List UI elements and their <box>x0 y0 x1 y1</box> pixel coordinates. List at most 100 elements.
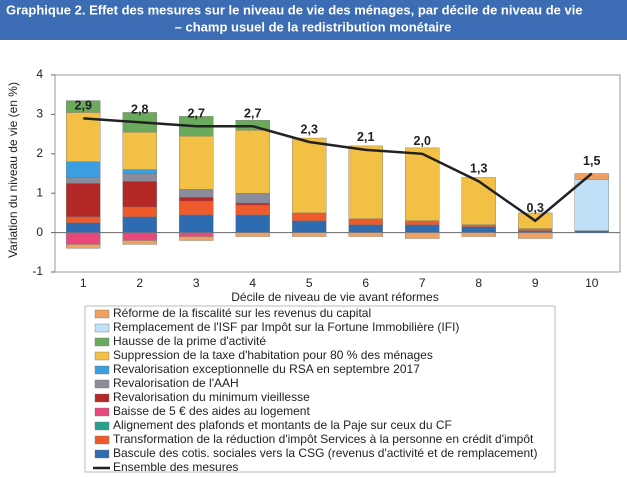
legend-label: Revalorisation du minimum vieillesse <box>113 390 310 404</box>
bar-segment <box>179 214 214 233</box>
legend-swatch <box>94 393 110 403</box>
legend-swatch <box>94 351 110 361</box>
data-label: 2,3 <box>301 122 318 136</box>
bar-segment <box>66 216 101 223</box>
bar-segment <box>179 232 214 237</box>
chart-title: Graphique 2. Effet des mesures sur le ni… <box>6 2 583 17</box>
bar-segment <box>122 169 157 174</box>
bar-segment <box>461 224 496 227</box>
bar-segment <box>348 145 383 220</box>
y-axis-label: Variation du niveau de vie (en %) <box>6 82 20 258</box>
bar-segment <box>518 228 553 231</box>
legend-label: Ensemble des mesures <box>113 460 238 474</box>
data-label: 2,1 <box>357 130 374 144</box>
y-tick-label: 4 <box>36 67 43 81</box>
x-tick-label: 7 <box>419 276 426 290</box>
total-line <box>83 117 593 223</box>
chart-subtitle: – champ usuel de la redistribution monét… <box>175 19 452 34</box>
legend-label: Transformation de la réduction d'impôt S… <box>113 432 534 446</box>
bar-segment <box>405 220 440 225</box>
bar-segment <box>179 236 214 241</box>
bar-segment <box>66 100 101 113</box>
bar-segment <box>292 212 327 221</box>
bar-segment <box>122 181 157 208</box>
bar-segment <box>122 131 157 170</box>
bar-segment <box>66 222 101 233</box>
data-label: 1,5 <box>583 154 600 168</box>
bar-segment <box>179 200 214 216</box>
bar-segment <box>179 189 214 198</box>
bar-segment <box>66 232 101 245</box>
bar-segment <box>574 179 609 231</box>
x-tick-label: 4 <box>249 276 256 290</box>
legend-box <box>84 305 556 473</box>
bar-segment <box>461 177 496 225</box>
bar-segment <box>574 230 609 233</box>
bar-segment <box>235 214 270 233</box>
legend-label: Suppression de la taxe d'habitation pour… <box>113 348 433 362</box>
bar-segment <box>66 177 101 184</box>
bar-segment <box>122 216 157 233</box>
x-tick-label: 10 <box>585 276 599 290</box>
y-tick-label: 0 <box>36 225 43 239</box>
bar-segment <box>122 232 157 241</box>
data-label: 2,7 <box>188 107 205 121</box>
legend-swatch <box>94 323 110 333</box>
bar-segment <box>122 240 157 245</box>
bar-segment <box>292 220 327 233</box>
bar-segment <box>235 129 270 194</box>
data-label: 0,3 <box>527 201 544 215</box>
data-label: 2,7 <box>244 107 261 121</box>
bar-segment <box>348 224 383 233</box>
legend-label: Revalorisation exceptionnelle du RSA en … <box>113 362 420 376</box>
bar-segment <box>235 202 270 206</box>
bar-segment <box>292 232 327 237</box>
bar-segment <box>461 226 496 233</box>
x-tick-label: 2 <box>136 276 143 290</box>
legend-swatch <box>94 449 110 459</box>
bar-segment <box>66 183 101 218</box>
data-label: 2,9 <box>75 99 92 113</box>
x-axis-label: Décile de niveau de vie avant réformes <box>231 290 438 304</box>
bar-segment <box>122 173 157 182</box>
plot-area <box>54 74 621 273</box>
bar-segment <box>66 244 101 249</box>
bar-segment <box>66 112 101 162</box>
bar-segment <box>122 206 157 218</box>
legend-label: Alignement des plafonds et montants de l… <box>113 418 452 432</box>
bar-segment <box>235 232 270 237</box>
bar-segment <box>179 135 214 190</box>
x-tick-label: 3 <box>193 276 200 290</box>
x-tick-label: 1 <box>80 276 87 290</box>
bar-segment <box>461 232 496 237</box>
bar-segment <box>292 137 327 214</box>
bar-segment <box>179 196 214 202</box>
legend-label: Hausse de la prime d'activité <box>113 334 266 348</box>
bar-segment <box>405 232 440 239</box>
data-label: 2,0 <box>414 134 431 148</box>
legend-label: Revalorisation de l'AAH <box>113 376 239 390</box>
legend-swatch <box>94 365 110 375</box>
legend-swatch <box>94 407 110 417</box>
bar-segment <box>235 192 270 204</box>
legend-swatch <box>94 337 110 347</box>
y-tick-label: 2 <box>36 146 43 160</box>
bar-segment <box>518 230 553 233</box>
x-tick-label: 6 <box>362 276 369 290</box>
bar-segment <box>348 218 383 225</box>
data-label: 2,8 <box>131 103 148 117</box>
legend-label: Réforme de la fiscalité sur les revenus … <box>113 306 371 320</box>
y-tick-label: 3 <box>36 107 43 121</box>
x-tick-label: 5 <box>306 276 313 290</box>
bar-segment <box>66 161 101 178</box>
bar-segment <box>348 232 383 237</box>
y-tick-label: -1 <box>32 264 43 278</box>
x-tick-label: 8 <box>475 276 482 290</box>
legend-label: Remplacement de l'ISF par Impôt sur la F… <box>113 320 459 334</box>
legend-label: Bascule des cotis. sociales vers la CSG … <box>113 446 537 460</box>
bar-segment <box>235 204 270 216</box>
legend-label: Baisse de 5 € des aides au logement <box>113 404 310 418</box>
x-tick-label: 9 <box>532 276 539 290</box>
title-bar <box>0 0 627 40</box>
